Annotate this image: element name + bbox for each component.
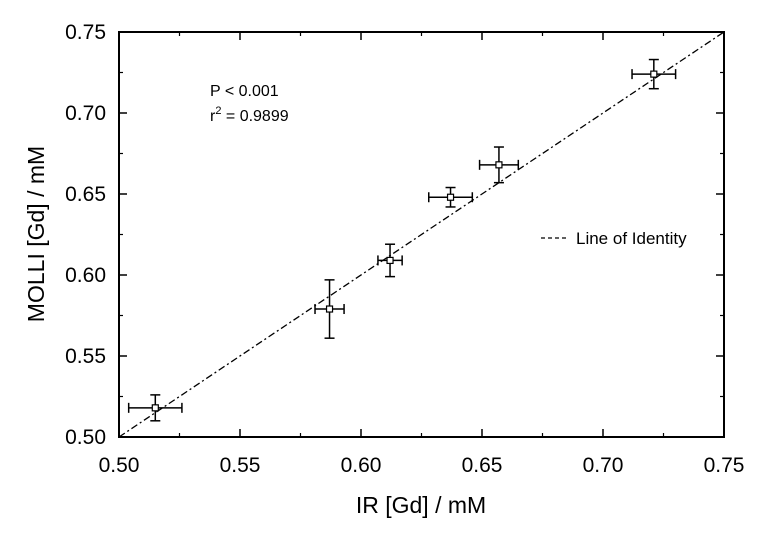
y-axis-title: MOLLI [Gd] / mM: [23, 146, 49, 322]
data-points: [127, 58, 677, 422]
y-tick-label: 0.75: [65, 21, 106, 44]
x-tick-labels: 0.50 0.55 0.60 0.65 0.70 0.75: [99, 454, 745, 477]
point-marker: [495, 161, 503, 169]
legend: Line of Identity: [541, 229, 687, 248]
data-point: [314, 279, 345, 339]
x-axis-title: IR [Gd] / mM: [356, 492, 486, 518]
point-marker: [650, 70, 658, 78]
data-point: [127, 394, 183, 422]
p-value-annotation: P < 0.001: [210, 83, 279, 100]
point-marker: [325, 305, 334, 313]
y-tick-label: 0.60: [65, 264, 106, 287]
line-of-identity: [118, 31, 725, 438]
point-marker: [386, 256, 394, 265]
r-squared-exponent: 2: [215, 105, 221, 117]
y-tick-label: 0.70: [65, 102, 106, 125]
y-tick-label: 0.65: [65, 183, 106, 206]
r-squared-value: = 0.9899: [221, 108, 288, 125]
x-tick-label: 0.65: [462, 454, 503, 477]
legend-label: Line of Identity: [576, 229, 687, 248]
axis-ticks: [118, 31, 725, 438]
data-point: [377, 243, 403, 278]
r-squared-symbol: r: [210, 108, 216, 125]
point-marker: [446, 193, 455, 201]
data-point: [428, 186, 474, 208]
y-tick-label: 0.50: [65, 426, 106, 449]
x-tick-label: 0.55: [220, 454, 261, 477]
x-tick-label: 0.70: [583, 454, 624, 477]
x-tick-label: 0.60: [341, 454, 382, 477]
x-tick-label: 0.75: [704, 454, 745, 477]
x-tick-label: 0.50: [99, 454, 140, 477]
data-point: [478, 146, 520, 184]
y-tick-labels: 0.50 0.55 0.60 0.65 0.70 0.75: [65, 21, 106, 449]
r-squared-annotation: r2 = 0.9899: [210, 105, 289, 125]
y-tick-label: 0.55: [65, 345, 106, 368]
point-marker: [151, 404, 159, 412]
data-point: [631, 58, 677, 90]
